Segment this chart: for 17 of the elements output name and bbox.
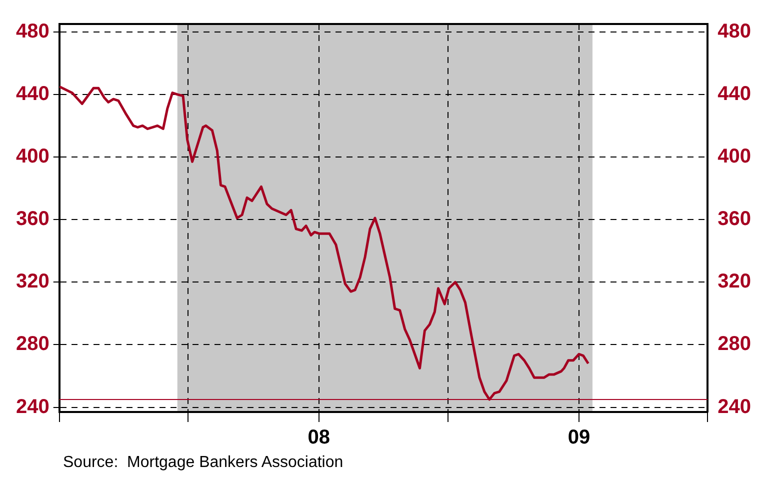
y2-tick-label: 400 xyxy=(718,146,752,168)
y-tick-label: 280 xyxy=(16,333,50,356)
y-tick-label: 400 xyxy=(16,146,50,168)
x-tick-label: 08 xyxy=(308,426,330,449)
y2-tick-label: 320 xyxy=(718,270,752,293)
x-tick-label: 09 xyxy=(568,426,590,449)
y-tick-label: 320 xyxy=(16,270,50,293)
y2-tick-label: 280 xyxy=(718,333,752,356)
y-tick-label: 360 xyxy=(16,208,50,230)
source-note: Source: Mortgage Bankers Association xyxy=(63,454,344,472)
y-tick-label: 480 xyxy=(16,20,50,42)
y2-tick-label: 440 xyxy=(718,82,752,105)
y-tick-label: 440 xyxy=(16,82,50,105)
y-tick-label: 240 xyxy=(16,396,50,418)
y2-tick-label: 240 xyxy=(718,396,752,418)
y2-tick-label: 480 xyxy=(718,20,752,42)
y2-tick-label: 360 xyxy=(718,208,752,230)
